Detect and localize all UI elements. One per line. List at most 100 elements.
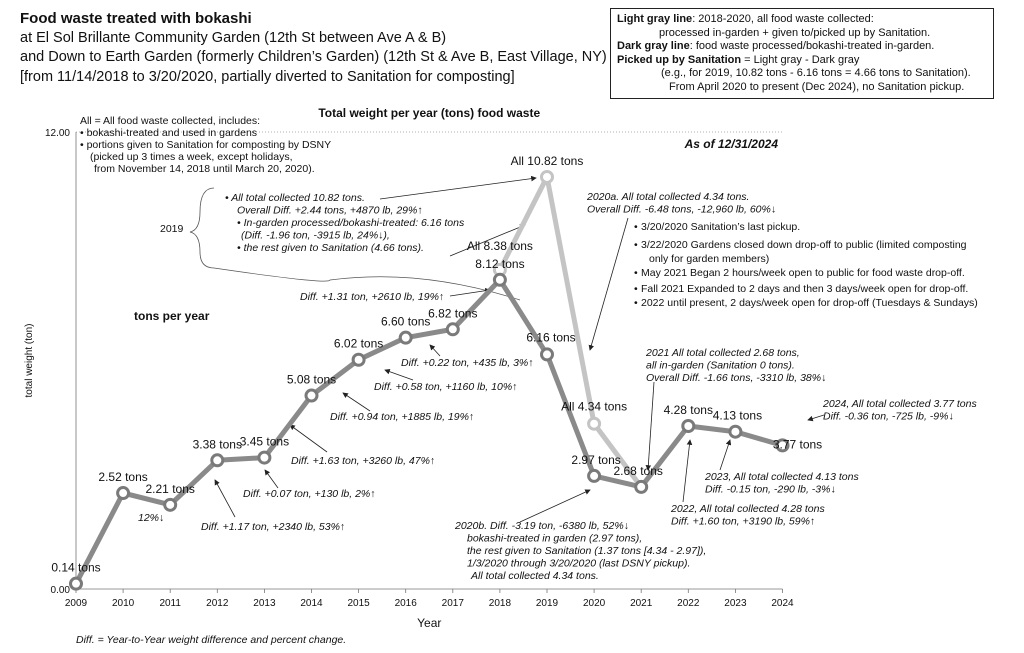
year-2022-note-line-0: 2022, All total collected 4.28 tons [670, 503, 825, 515]
legend-light-desc: : 2018-2020, all food waste collected: [692, 13, 874, 25]
legend-light-term: Light gray line [617, 13, 693, 25]
y-tick-label: 0.00 [51, 585, 71, 596]
arrow-2024 [807, 414, 825, 422]
brace-2019 [189, 187, 215, 269]
header-line-4: [from 11/14/2018 to 3/20/2020, partially… [20, 68, 515, 85]
diff-label-7: Diff. +1.31 ton, +2610 lb, 19%↑ [300, 291, 444, 303]
point-label: 4.28 tons [664, 403, 713, 417]
x-tick-label: 2016 [395, 598, 418, 609]
all-note-line-0: All = All food waste collected, includes… [80, 115, 260, 127]
diff-label-5: Diff. +0.58 ton, +1160 lb, 10%↑ [374, 381, 517, 393]
connector-2019-ingarden [213, 267, 521, 301]
legend-picked-line: Picked up by Sanitation = Light gray - D… [617, 54, 987, 68]
x-tick-label: 2021 [630, 598, 653, 609]
year-2019-label: 2019 [160, 223, 184, 235]
diff-label-0: 12%↓ [138, 512, 164, 524]
point-label-all: All 4.34 tons [561, 400, 627, 414]
x-axis-title: Year [417, 616, 441, 630]
arrow-2020a [588, 217, 629, 351]
point-in-garden [351, 352, 366, 367]
year-2019-note-line-4: • the rest given to Sanitation (4.66 ton… [237, 242, 424, 254]
arrow-diff-2013 [264, 469, 279, 489]
point-in-garden [681, 419, 696, 434]
point-label: 4.13 tons [713, 409, 762, 423]
diff-label-6: Diff. +0.22 ton, +435 lb, 3%↑ [401, 357, 534, 369]
arrow-2019-rest [449, 224, 526, 257]
diff-label-3: Diff. +1.63 ton, +3260 lb, 47%↑ [291, 455, 435, 467]
point-in-garden [163, 497, 178, 512]
diff-label-2: Diff. +0.07 ton, +130 lb, 2%↑ [243, 488, 376, 500]
x-tick-label: 2020 [583, 598, 606, 609]
point-label: 3.77 tons [773, 437, 822, 451]
x-tick-label: 2023 [724, 598, 747, 609]
point-label: 5.08 tons [287, 373, 336, 387]
year-2024-note-line-1: Diff. -0.36 ton, -725 lb, -9%↓ [823, 411, 954, 423]
legend-picked-desc-3: From April 2020 to present (Dec 2024), n… [669, 80, 965, 93]
legend-box: Light gray line: 2018-2020, all food was… [610, 8, 994, 99]
point-in-garden [634, 479, 649, 494]
arrow-2023 [719, 439, 732, 471]
x-tick-label: 2010 [112, 598, 135, 609]
y-axis-title: total weight (ton) [24, 324, 35, 398]
x-tick-label: 2018 [489, 598, 512, 609]
series-line-all-collected [497, 174, 644, 489]
x-tick-label: 2014 [300, 598, 323, 609]
point-in-garden [492, 272, 507, 287]
x-tick-label: 2009 [65, 598, 88, 609]
year-2020a-note-line-1: Overall Diff. -6.48 tons, -12,960 lb, 60… [587, 204, 776, 216]
point-in-garden [775, 438, 790, 453]
timeline-bullet: • [634, 283, 638, 295]
point-label: 8.12 tons [475, 257, 524, 271]
point-in-garden [69, 576, 83, 591]
year-2022-note-line-1: Diff. +1.60 ton, +3190 lb, 59%↑ [671, 516, 815, 528]
header-title: Food waste treated with bokashi [20, 10, 252, 27]
timeline-item-5: 2022 until present, 2 days/week open for… [641, 297, 978, 309]
point-label: 2.97 tons [571, 453, 620, 467]
diff-label-1: Diff. +1.17 ton, +2340 lb, 53%↑ [201, 521, 345, 533]
all-note-line-2: • portions given to Sanitation for compo… [80, 139, 331, 151]
timeline-item-3: May 2021 Began 2 hours/week open to publ… [641, 267, 965, 279]
header-line-2: at El Sol Brillante Community Garden (12… [20, 29, 447, 46]
year-2019-note-line-3: (Diff. -1.96 ton, -3915 lb, 24%↓), [241, 230, 390, 242]
timeline-bullet: • [634, 221, 638, 233]
point-label-all: All 8.38 tons [467, 239, 533, 253]
all-note-line-4: from November 14, 2018 until March 20, 2… [94, 163, 315, 175]
point-label: 6.82 tons [428, 306, 477, 320]
header-line-3: and Down to Earth Garden (formerly Child… [20, 49, 607, 65]
timeline-bullet: • [634, 239, 638, 251]
year-2020b-note-line-3: 1/3/2020 through 3/20/2020 (last DSNY pi… [467, 558, 690, 570]
point-label: 3.45 tons [240, 435, 289, 449]
timeline-bullet: • [634, 267, 638, 279]
arrow-2020b [519, 489, 591, 523]
year-2021-note-line-0: 2021 All total collected 2.68 tons, [645, 347, 800, 359]
x-tick-label: 2017 [442, 598, 465, 609]
arrow-diff-2015 [342, 392, 371, 412]
year-2020b-note-line-0: 2020b. Diff. -3.19 ton, -6380 lb, 52%↓ [454, 520, 629, 532]
year-2023-note-line-1: Diff. -0.15 ton, -290 lb, -3%↓ [705, 484, 836, 496]
point-label: 6.60 tons [381, 315, 430, 329]
legend-light-desc-2: processed in-garden + given to/picked up… [659, 26, 931, 39]
year-2024-note-line-0: 2024, All total collected 3.77 tons [822, 398, 977, 410]
point-label: 0.14 tons [51, 561, 100, 575]
year-2019-note-line-2: • In-garden processed/bokashi-treated: 6… [237, 217, 465, 229]
header: Food waste treated with bokashi at El So… [20, 9, 607, 87]
chart-title: Total weight per year (tons) food waste [318, 106, 540, 120]
legend-dark-term: Dark gray line [617, 40, 690, 52]
arrow-2021 [645, 381, 655, 471]
point-all-collected [587, 416, 602, 431]
timeline-bullet: • [634, 297, 638, 309]
x-tick-label: 2024 [771, 598, 794, 609]
timeline-item-2: only for garden members) [649, 253, 769, 265]
point-in-garden [587, 468, 602, 483]
year-2021-note-line-2: Overall Diff. -1.66 tons, -3310 lb, 38%↓ [646, 372, 826, 384]
arrow-diff-2016 [384, 368, 414, 381]
year-2019-note-line-0: • All total collected 10.82 tons. [225, 192, 365, 204]
timeline-item-1: 3/22/2020 Gardens closed down drop-off t… [641, 239, 967, 251]
point-label: 2.52 tons [98, 470, 147, 484]
all-note-line-3: (picked up 3 times a week, except holida… [90, 151, 293, 163]
legend-light-line: Light gray line: 2018-2020, all food was… [617, 13, 987, 27]
point-in-garden [210, 453, 225, 468]
all-note-line-1: • bokashi-treated and used in gardens [80, 127, 257, 139]
point-label: 6.02 tons [334, 337, 383, 351]
point-in-garden [445, 322, 460, 337]
